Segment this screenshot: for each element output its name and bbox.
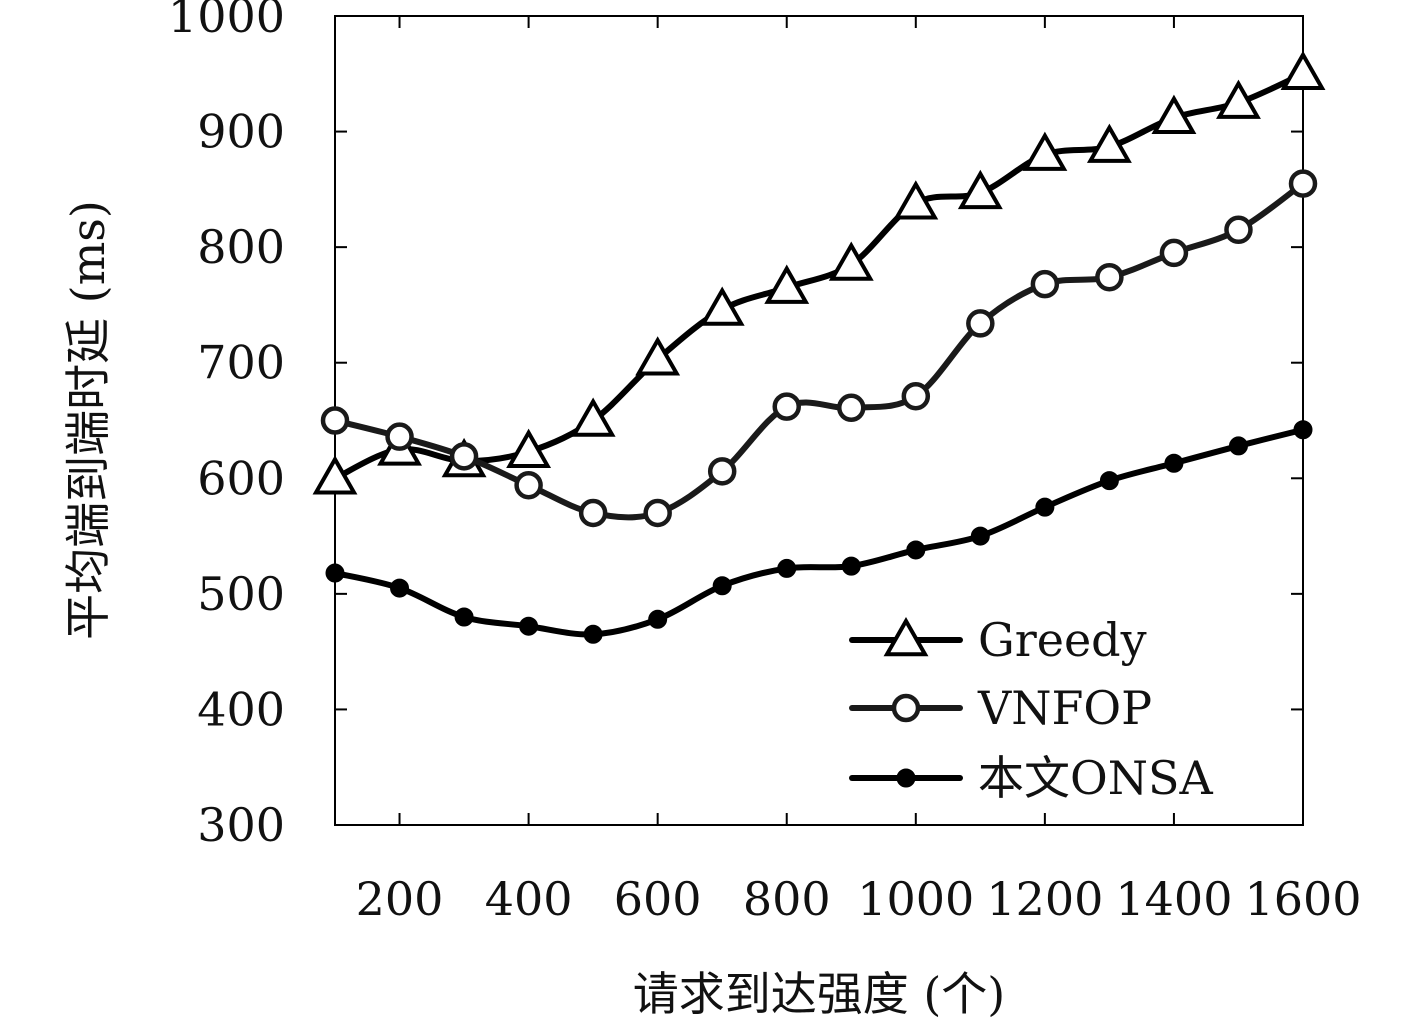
- y-tick-label: 400: [197, 682, 285, 736]
- data-point: [901, 381, 931, 411]
- data-point: [772, 392, 801, 421]
- data-point: [1159, 238, 1189, 268]
- series-line: [332, 180, 1306, 521]
- data-point: [514, 470, 543, 500]
- x-tick-label: 1200: [986, 872, 1103, 926]
- x-tick-label: 1000: [857, 872, 974, 926]
- data-point: [583, 624, 603, 644]
- legend-label: Greedy: [978, 613, 1147, 667]
- data-point: [707, 457, 737, 486]
- data-point: [1099, 471, 1119, 491]
- data-point: [966, 309, 995, 338]
- data-point: [1095, 262, 1124, 292]
- data-point: [1035, 497, 1055, 517]
- data-point: [1228, 436, 1248, 456]
- legend: Greedy VNFOP 本文ONSA: [849, 613, 1213, 805]
- data-point: [1280, 50, 1326, 91]
- y-tick-label: 700: [197, 336, 285, 390]
- y-tick-label: 900: [197, 105, 285, 159]
- data-point: [648, 609, 668, 629]
- y-tick-label: 600: [197, 451, 285, 505]
- data-point: [957, 169, 1003, 210]
- y-tick-label: 800: [197, 220, 285, 274]
- data-point: [906, 540, 926, 560]
- series-line: [332, 70, 1306, 482]
- plot-frame: [334, 15, 1304, 826]
- data-point: [1224, 215, 1253, 245]
- data-point: [828, 241, 874, 281]
- data-point: [1216, 79, 1261, 119]
- data-point: [320, 406, 350, 435]
- data-point: [1293, 420, 1313, 440]
- x-tick-label: 1400: [1115, 872, 1232, 926]
- data-point: [1030, 269, 1060, 299]
- data-point: [578, 498, 608, 528]
- data-point: [570, 397, 616, 437]
- axes: 300 400 500 600 700 800 900 1000 200 400 600 800 100…: [168, 0, 1362, 926]
- series-layer: [312, 50, 1326, 644]
- data-point: [1164, 453, 1184, 473]
- legend-marker: [883, 616, 929, 657]
- data-point: [699, 286, 745, 326]
- legend-marker: [891, 693, 921, 723]
- x-tick-label: 400: [485, 872, 573, 926]
- y-tick-label: 500: [197, 567, 285, 621]
- data-point: [1151, 94, 1197, 134]
- legend-marker: [896, 768, 916, 788]
- x-tick-label: 200: [356, 872, 444, 926]
- series-1: [312, 50, 1326, 495]
- data-point: [325, 563, 345, 583]
- data-point: [1086, 123, 1132, 163]
- data-point: [454, 607, 474, 627]
- series-3: [325, 420, 1313, 644]
- series-line: [332, 426, 1306, 638]
- series-2: [320, 169, 1318, 528]
- data-point: [643, 498, 672, 528]
- data-point: [837, 393, 866, 423]
- y-tick-label: 1000: [168, 0, 285, 43]
- data-point: [506, 428, 552, 468]
- data-point: [449, 442, 479, 471]
- data-point: [712, 576, 732, 596]
- data-point: [1288, 169, 1318, 198]
- data-point: [764, 264, 810, 304]
- x-tick-label: 600: [614, 872, 702, 926]
- legend-label: VNFOP: [977, 681, 1152, 735]
- data-point: [970, 526, 990, 546]
- y-tick-label: 300: [197, 798, 285, 852]
- data-point: [893, 180, 939, 220]
- x-tick-label: 1600: [1244, 872, 1361, 926]
- data-point: [635, 336, 681, 376]
- legend-label: 本文ONSA: [978, 751, 1213, 805]
- data-point: [385, 422, 414, 451]
- data-point: [390, 578, 410, 598]
- x-tick-label: 800: [743, 872, 831, 926]
- data-point: [312, 455, 358, 495]
- data-point: [519, 616, 539, 636]
- y-axis-title: 平均端到端时延 (ms): [61, 200, 115, 640]
- data-point: [777, 558, 797, 578]
- data-point: [1022, 131, 1068, 171]
- data-point: [841, 556, 861, 576]
- x-axis-title: 请求到达强度 (个): [633, 967, 1006, 1021]
